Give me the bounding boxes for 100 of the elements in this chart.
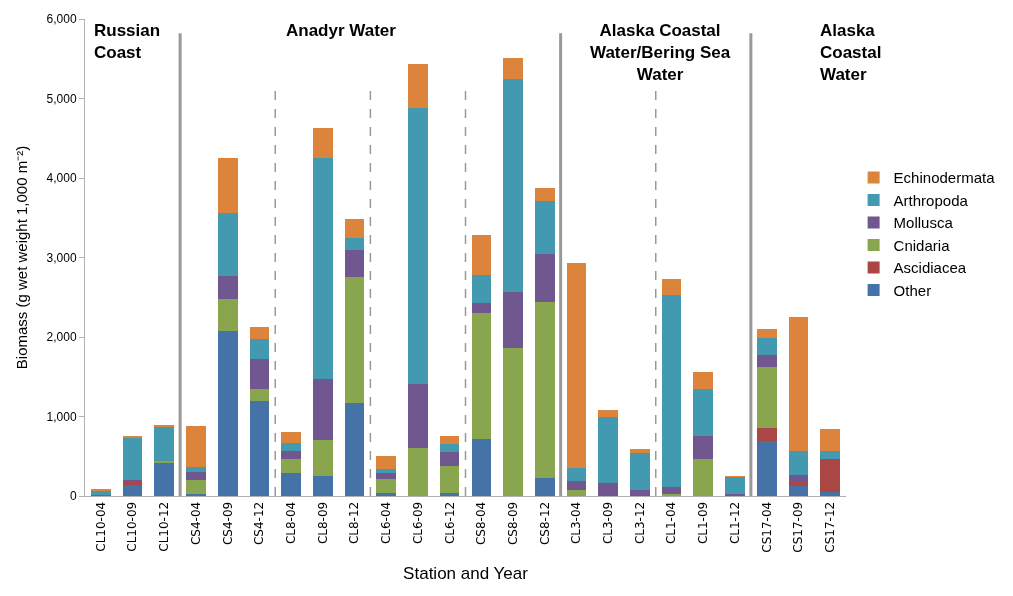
- bar: [154, 463, 175, 496]
- bar: [725, 476, 745, 495]
- legend-label: Echinodermata: [893, 169, 996, 187]
- x-tick-label: CS4-09: [220, 501, 235, 546]
- legend-label: Cnidaria: [893, 236, 951, 254]
- x-tick-label: CL1-09: [696, 501, 711, 545]
- x-tick-label: CS4-04: [188, 501, 203, 546]
- bar: [249, 389, 270, 401]
- bar: [471, 438, 492, 496]
- bar: [249, 359, 270, 390]
- x-tick-label: CS4-12: [252, 501, 267, 546]
- bar: [503, 79, 523, 292]
- bar: [788, 317, 809, 452]
- bar: [598, 483, 619, 496]
- y-tick-label: 5,000: [46, 91, 77, 106]
- x-tick-label: CL6-12: [442, 501, 457, 545]
- bar: [122, 437, 143, 481]
- x-tick-label: CL3-12: [632, 501, 647, 545]
- x-tick-label: CS17-09: [791, 501, 806, 553]
- x-tick-label: CS17-12: [823, 501, 838, 553]
- x-tick-label: CL10-04: [93, 501, 108, 552]
- bar: [756, 367, 777, 429]
- bar: [661, 278, 682, 295]
- bar: [503, 57, 523, 80]
- bar: [534, 302, 555, 478]
- bar: [788, 486, 809, 496]
- bar: [376, 468, 397, 473]
- bar: [186, 472, 206, 481]
- annotation: Russian Coast: [94, 21, 161, 63]
- legend-label: Ascidiacea: [893, 259, 967, 277]
- bar: [471, 313, 492, 439]
- bar: [281, 451, 301, 459]
- bar: [154, 426, 175, 462]
- bar: [788, 451, 809, 476]
- x-tick-label: CL8-12: [347, 501, 362, 545]
- bar: [186, 467, 206, 473]
- bar: [439, 452, 460, 466]
- x-tick-label: CL6-09: [410, 501, 425, 545]
- bar: [344, 250, 365, 278]
- bar: [217, 158, 238, 213]
- bar: [376, 472, 397, 479]
- bar: [630, 453, 650, 490]
- bar: [566, 263, 587, 469]
- bar: [312, 127, 333, 159]
- legend-label: Other: [893, 281, 932, 299]
- y-axis-title: Biomass (g wet weight 1,000 m⁻²): [12, 145, 30, 370]
- y-tick-label: 3,000: [46, 250, 77, 265]
- bar: [630, 489, 650, 496]
- x-axis-title: Station and Year: [403, 564, 529, 584]
- bar: [408, 108, 428, 384]
- bar: [756, 329, 777, 338]
- y-tick-label: 0: [69, 489, 77, 504]
- bar: [281, 458, 301, 473]
- bar: [598, 410, 619, 417]
- bar: [217, 275, 238, 299]
- bar: [503, 348, 523, 496]
- x-tick-label: CS8-04: [474, 501, 489, 546]
- bar: [281, 442, 301, 452]
- bar: [344, 402, 365, 496]
- bar: [186, 480, 206, 495]
- x-tick-label: CS8-09: [505, 501, 520, 546]
- bar: [344, 238, 365, 251]
- bar: [693, 389, 714, 437]
- x-tick-label: CL10-09: [125, 501, 140, 552]
- bar: [439, 435, 460, 444]
- bar: [312, 440, 333, 477]
- x-tick-label: CL3-04: [569, 501, 584, 545]
- bar: [249, 338, 270, 360]
- bar: [693, 459, 714, 496]
- bar: [186, 426, 206, 468]
- legend-label: Arthropoda: [893, 191, 969, 209]
- bar: [408, 63, 428, 109]
- y-tick-label: 4,000: [46, 171, 77, 186]
- bar: [439, 492, 460, 496]
- bar: [471, 302, 492, 314]
- y-tick-label: 2,000: [46, 330, 77, 345]
- x-tick-label: CL10-12: [157, 501, 172, 552]
- legend-label: Mollusca: [893, 214, 954, 232]
- bar: [439, 465, 460, 493]
- bar: [566, 480, 587, 490]
- bar: [471, 235, 492, 275]
- bar: [598, 416, 619, 484]
- bar: [756, 355, 777, 368]
- x-tick-label: CL1-12: [727, 501, 742, 545]
- bar: [820, 429, 840, 451]
- bar: [756, 337, 777, 356]
- bar: [788, 475, 809, 481]
- x-tick-label: CL8-09: [315, 501, 330, 545]
- bar: [217, 298, 238, 332]
- annotation: Alaska Coastal Water/Bering Sea Water: [590, 21, 731, 85]
- bar: [408, 448, 428, 496]
- bar: [534, 477, 555, 496]
- bar: [693, 371, 714, 390]
- bar: [756, 441, 777, 496]
- bar: [249, 400, 270, 496]
- bar: [820, 458, 840, 493]
- bar: [661, 294, 682, 488]
- bar: [566, 468, 587, 481]
- y-tick-label: 1,000: [46, 409, 77, 424]
- bar: [820, 450, 840, 459]
